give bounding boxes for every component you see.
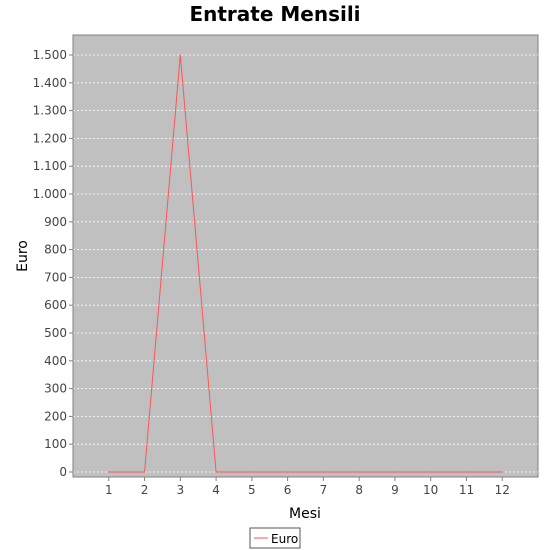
plot-area <box>72 34 539 478</box>
y-tick-label: 600 <box>44 298 67 312</box>
data-point <box>358 471 360 473</box>
y-tick-label: 1.100 <box>33 159 67 173</box>
x-axis-label: Mesi <box>289 506 321 522</box>
data-point <box>430 471 432 473</box>
data-point <box>501 471 503 473</box>
y-tick-label: 900 <box>44 215 67 229</box>
x-tick-label: 10 <box>423 483 438 497</box>
data-point <box>251 471 253 473</box>
data-point <box>143 471 146 473</box>
data-point <box>108 471 110 473</box>
legend-label-euro: Euro <box>271 532 298 546</box>
data-point <box>215 471 217 473</box>
x-tick-label: 12 <box>495 483 510 497</box>
x-tick-label: 2 <box>141 483 149 497</box>
y-tick-label: 100 <box>44 437 67 451</box>
y-axis-label: Euro <box>15 240 31 272</box>
series-line-euro <box>108 54 503 473</box>
data-point <box>394 471 396 473</box>
y-tick-label: 500 <box>44 326 67 340</box>
y-tick-label: 200 <box>44 409 67 423</box>
x-tick-label: 11 <box>459 483 474 497</box>
series-lines <box>108 54 503 473</box>
data-point <box>179 54 181 56</box>
data-point <box>322 471 324 473</box>
y-tick-label: 300 <box>44 382 67 396</box>
legend: Euro <box>249 527 301 549</box>
data-point <box>287 471 289 473</box>
y-tick-label: 1.000 <box>33 187 67 201</box>
y-tick-label: 1.300 <box>33 104 67 118</box>
y-axis: 0 100 200 300 400 500 600 700 800 900 1.000 1.100 1.… <box>33 35 74 479</box>
y-tick-label: 0 <box>59 465 67 479</box>
gridlines <box>73 54 538 473</box>
x-tick-label: 5 <box>248 483 256 497</box>
data-point <box>465 471 468 473</box>
y-tick-label: 700 <box>44 270 67 284</box>
x-tick-label: 3 <box>176 483 184 497</box>
x-axis: 1 2 3 4 5 6 7 8 9 10 11 12 <box>73 476 538 497</box>
x-tick-label: 6 <box>284 483 292 497</box>
y-tick-label: 1.200 <box>33 131 67 145</box>
x-tick-label: 4 <box>212 483 220 497</box>
x-tick-label: 8 <box>355 483 363 497</box>
y-tick-label: 1.500 <box>33 48 67 62</box>
x-tick-label: 1 <box>105 483 113 497</box>
x-tick-label: 9 <box>391 483 399 497</box>
y-tick-label: 800 <box>44 243 67 257</box>
y-tick-label: 1.400 <box>33 76 67 90</box>
x-tick-label: 7 <box>320 483 328 497</box>
chart-title: Entrate Mensili <box>189 2 360 26</box>
legend-box <box>249 527 301 549</box>
y-tick-label: 400 <box>44 354 67 368</box>
